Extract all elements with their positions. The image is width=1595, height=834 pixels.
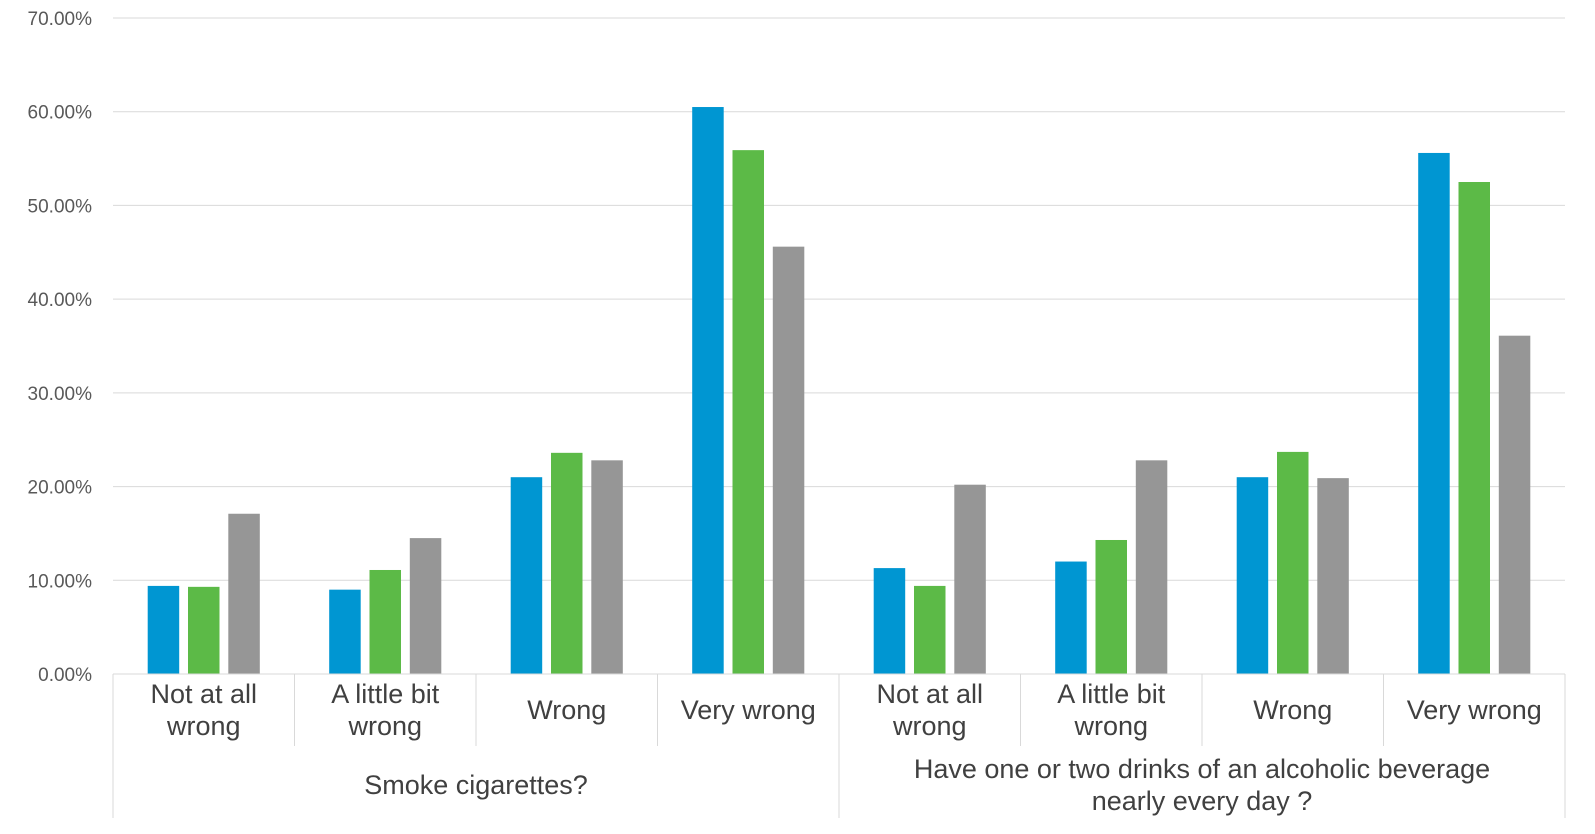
y-tick-label: 50.00% <box>28 196 93 217</box>
bar-series3 <box>1317 478 1349 674</box>
x-category-label: A little bit wrong <box>331 679 440 741</box>
bar-series2 <box>188 586 220 674</box>
bar-series3 <box>1135 460 1168 674</box>
y-tick-label: 70.00% <box>28 9 93 30</box>
y-tick-label: 20.00% <box>28 478 93 499</box>
x-group-label: Smoke cigarettes? <box>364 770 588 800</box>
y-tick-label: 60.00% <box>28 103 93 124</box>
bar-series3 <box>228 513 260 674</box>
x-category-label: A little bit wrong <box>1057 679 1166 741</box>
bar-series3 <box>591 460 623 674</box>
bar-series2 <box>1458 182 1490 674</box>
x-category-label: Wrong <box>527 695 606 725</box>
bar-series3 <box>954 484 986 674</box>
bar-series3 <box>409 538 442 674</box>
bar-series1 <box>510 477 543 674</box>
bar-series1 <box>1418 152 1450 674</box>
bar-series1 <box>1236 477 1269 674</box>
bar-series1 <box>692 107 724 674</box>
x-category-label: Not at all wrong <box>150 679 257 741</box>
bar-series2 <box>1277 451 1309 674</box>
bar-series2 <box>551 452 583 674</box>
bar-series3 <box>772 246 805 674</box>
x-category-label: Not at all wrong <box>876 679 983 741</box>
bar-series1 <box>1055 561 1087 674</box>
x-category-label: Very wrong <box>681 695 816 725</box>
bar-series2 <box>369 569 401 674</box>
bar-series1 <box>147 585 180 674</box>
y-tick-label: 0.00% <box>38 665 92 686</box>
bar-series1 <box>873 568 906 674</box>
x-category-label: Very wrong <box>1407 695 1542 725</box>
bar-series3 <box>1498 335 1531 674</box>
bar-series2 <box>1095 539 1127 674</box>
bar-series1 <box>329 589 361 674</box>
y-tick-label: 40.00% <box>28 290 93 311</box>
y-tick-label: 10.00% <box>28 571 93 592</box>
bar-series2 <box>732 150 764 674</box>
bar-series2 <box>914 585 946 674</box>
y-tick-label: 30.00% <box>28 384 93 405</box>
x-group-label: Have one or two drinks of an alcoholic b… <box>914 754 1490 816</box>
x-category-label: Wrong <box>1253 695 1332 725</box>
